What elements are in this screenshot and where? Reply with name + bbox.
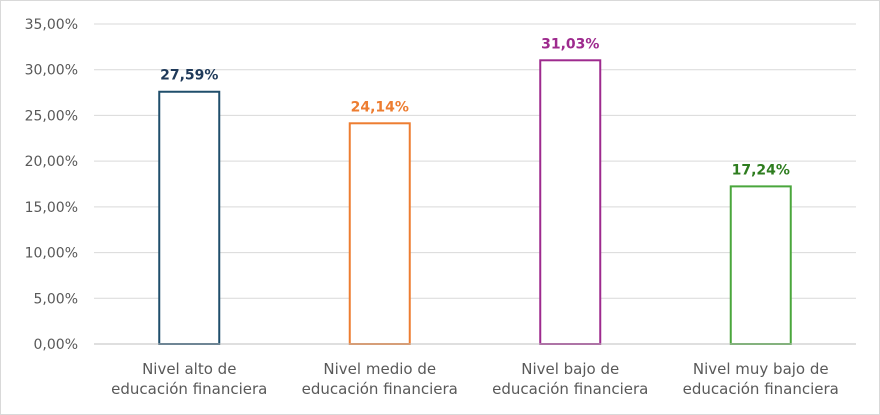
x-tick-label: educación financiera [111,380,267,398]
data-label: 24,14% [351,99,409,115]
x-tick-label: educación financiera [492,380,648,398]
y-tick-label: 25,00% [25,108,78,124]
bar [158,90,221,346]
data-label: 27,59% [160,68,218,84]
x-tick-label: Nivel muy bajo de [693,360,829,378]
y-tick-label: 35,00% [25,17,78,33]
x-tick-label: educación financiera [302,380,458,398]
x-tick-label: Nivel bajo de [521,360,619,378]
y-tick-label: 15,00% [25,200,78,216]
x-tick-label: Nivel medio de [323,360,436,378]
data-label: 31,03% [541,36,599,52]
bar [729,185,792,345]
y-tick-label: 10,00% [25,246,78,262]
x-tick-label: educación financiera [683,380,839,398]
y-tick-label: 5,00% [34,291,78,307]
y-tick-label: 20,00% [25,154,78,170]
x-tick-label: Nivel alto de [142,360,236,378]
bar [348,122,411,345]
y-tick-label: 30,00% [25,63,78,79]
bar [539,59,602,345]
data-label: 17,24% [732,162,790,178]
y-tick-label: 0,00% [34,337,78,353]
